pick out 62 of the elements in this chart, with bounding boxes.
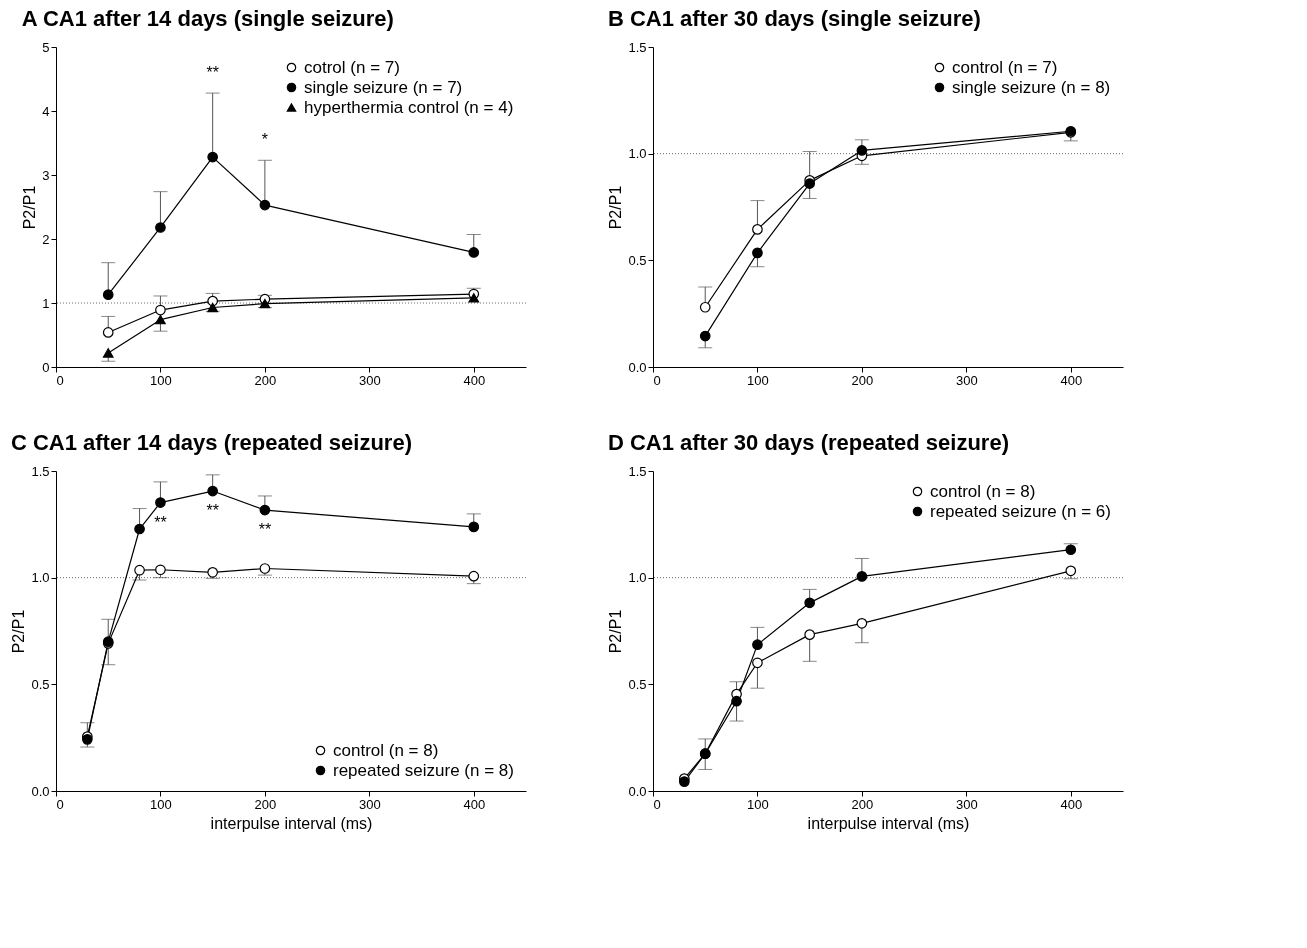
y-tick-label: 1 (42, 295, 50, 311)
y-tick-label: 1.5 (628, 39, 647, 55)
x-tick-label: 200 (254, 372, 277, 388)
x-tick-label: 0 (653, 372, 661, 388)
x-tick-label: 100 (150, 796, 172, 812)
legend-label: control (n = 7) (952, 57, 1058, 77)
annotation: ** (206, 502, 219, 520)
y-tick-label: 1.0 (31, 570, 50, 586)
x-tick-label: 300 (358, 796, 381, 812)
y-tick-label: 0.0 (31, 783, 50, 799)
y-tick-label: 0.5 (31, 676, 50, 692)
y-tick-label: 0.0 (628, 359, 647, 375)
x-axis-title: interpulse interval (ms) (210, 814, 373, 832)
x-tick-label: 400 (1060, 372, 1083, 388)
y-tick-label: 4 (42, 103, 50, 119)
x-tick-label: 100 (150, 372, 172, 388)
x-tick-label: 200 (851, 796, 874, 812)
y-axis-title: P2/P1 (607, 185, 625, 230)
x-tick-label: 400 (1060, 796, 1083, 812)
x-tick-label: 0 (56, 796, 64, 812)
chart-title: B CA1 after 30 days (single seizure) (607, 6, 981, 31)
annotation: ** (206, 64, 219, 82)
annotation: ** (154, 513, 167, 531)
annotation: * (261, 131, 269, 149)
x-tick-label: 200 (851, 372, 874, 388)
y-axis-title: P2/P1 (10, 609, 28, 654)
x-tick-label: 300 (358, 372, 381, 388)
y-tick-label: 3 (42, 167, 50, 183)
legend-label: single seizure (n = 8) (952, 77, 1111, 97)
y-tick-label: 0.5 (628, 676, 647, 692)
y-tick-label: 1.0 (628, 146, 647, 162)
x-tick-label: 0 (56, 372, 64, 388)
x-tick-label: 100 (747, 796, 769, 812)
x-tick-label: 400 (463, 796, 486, 812)
x-tick-label: 0 (653, 796, 661, 812)
y-tick-label: 0.0 (628, 783, 647, 799)
y-tick-label: 1.5 (31, 463, 50, 479)
y-axis-title: P2/P1 (607, 609, 625, 654)
x-axis-title: interpulse interval (ms) (807, 814, 970, 832)
chart-title: D CA1 after 30 days (repeated seizure) (607, 430, 1009, 455)
x-tick-label: 400 (463, 372, 486, 388)
legend-label: repeated seizure (n = 8) (333, 760, 514, 780)
legend-label: cotrol (n = 7) (304, 57, 400, 77)
x-tick-label: 100 (747, 372, 769, 388)
legend-label: repeated seizure (n = 6) (930, 501, 1111, 521)
y-tick-label: 1.5 (628, 463, 647, 479)
y-axis-title: P2/P1 (21, 185, 39, 230)
legend-label: single seizure (n = 7) (304, 77, 463, 97)
y-tick-label: 0.5 (628, 252, 647, 268)
y-tick-label: 1.0 (628, 570, 647, 586)
x-tick-label: 200 (254, 796, 277, 812)
y-tick-label: 5 (42, 39, 50, 55)
chart-title: C CA1 after 14 days (repeated seizure) (10, 430, 412, 455)
y-tick-label: 2 (42, 231, 50, 247)
x-tick-label: 300 (955, 372, 978, 388)
y-tick-label: 0 (42, 359, 50, 375)
legend-label: control (n = 8) (930, 481, 1036, 501)
x-tick-label: 300 (955, 796, 978, 812)
legend-label: hyperthermia control (n = 4) (304, 97, 514, 117)
annotation: ** (258, 521, 272, 539)
chart-title: A CA1 after 14 days (single seizure) (21, 6, 394, 31)
legend-label: control (n = 8) (333, 740, 439, 760)
